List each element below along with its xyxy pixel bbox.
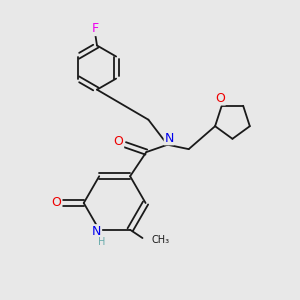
Text: N: N — [92, 225, 101, 238]
Text: H: H — [98, 237, 105, 247]
Text: O: O — [52, 196, 61, 209]
Text: CH₃: CH₃ — [152, 235, 170, 245]
Text: F: F — [92, 22, 98, 35]
Text: O: O — [114, 135, 124, 148]
Text: N: N — [164, 132, 174, 145]
Text: O: O — [215, 92, 225, 105]
